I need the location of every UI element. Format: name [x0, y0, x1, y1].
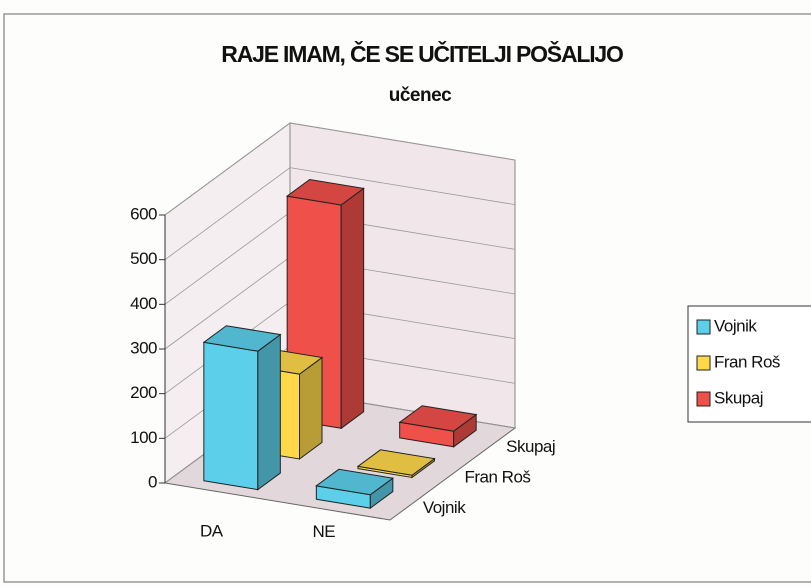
y-tick-label: 600 [130, 204, 157, 223]
legend-label: Vojnik [714, 316, 757, 335]
legend-swatch [696, 319, 711, 335]
y-tick-label: 100 [130, 428, 157, 447]
y-tick-label: 200 [130, 383, 157, 402]
bar [202, 325, 282, 491]
bar [315, 468, 395, 510]
x-tick-label: DA [200, 522, 224, 541]
bar-side [257, 333, 281, 491]
bar-top [315, 468, 395, 496]
bar-front [203, 341, 259, 491]
y-tick-label: 300 [130, 338, 157, 357]
chart-title: RAJE IMAM, ČE SE UČITELJI POŠALIJO [221, 40, 623, 67]
bar-top [202, 325, 282, 352]
chart-subtitle: učenec [389, 85, 452, 106]
legend-swatch [696, 355, 711, 371]
grid-line [164, 167, 516, 260]
depth-label: Fran Roš [465, 467, 531, 486]
legend-label: Skupaj [714, 388, 763, 407]
bar-top [285, 179, 365, 206]
y-tick-label: 500 [130, 249, 157, 268]
y-tick-label: 400 [130, 294, 157, 313]
x-tick-label: NE [312, 522, 335, 541]
grid-line [164, 122, 516, 216]
depth-label: Skupaj [506, 437, 555, 456]
bar [398, 405, 478, 448]
y-tick-label: 0 [148, 472, 157, 491]
legend-label: Fran Roš [714, 352, 780, 371]
depth-label: Vojnik [423, 498, 466, 517]
bar-top [356, 449, 436, 476]
bar [356, 449, 436, 479]
bar-side [340, 187, 365, 430]
legend-swatch [696, 391, 711, 407]
bar-top [398, 405, 478, 432]
bar-side [299, 356, 323, 460]
chart-border [3, 13, 811, 583]
